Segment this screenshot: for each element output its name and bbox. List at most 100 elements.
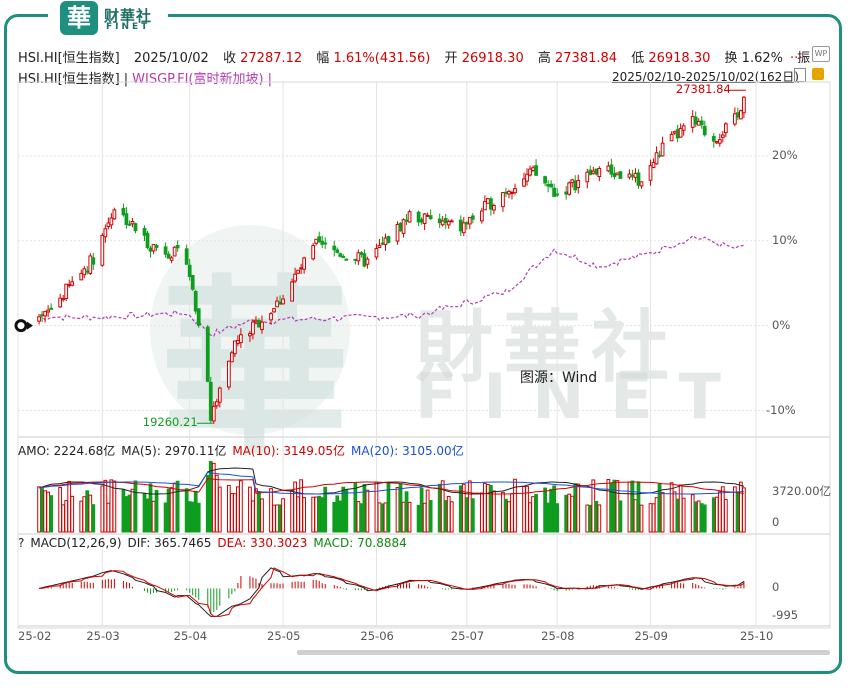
candle-body xyxy=(193,290,198,312)
volume-bar xyxy=(407,501,412,533)
candle-body xyxy=(522,178,526,187)
candle-body xyxy=(693,116,698,125)
candle-body xyxy=(633,172,638,178)
candle-body xyxy=(169,257,174,261)
candle-body xyxy=(100,234,105,266)
x-tick-label: 25-07 xyxy=(450,629,485,643)
volume-bar xyxy=(133,480,138,533)
volume-bar xyxy=(654,497,659,533)
candle-body xyxy=(362,253,367,267)
low-label: 低 xyxy=(631,51,645,66)
candle-body xyxy=(401,219,406,234)
close-label: 收 xyxy=(222,51,236,66)
volume-bar xyxy=(742,487,746,533)
legend-compare-series[interactable]: WISGP.FI(富时新加坡) xyxy=(132,72,264,87)
candle-body xyxy=(88,255,93,274)
candle-body xyxy=(383,237,388,246)
volume-bar xyxy=(576,483,581,533)
candle-body xyxy=(425,214,430,217)
volume-bar xyxy=(175,480,180,533)
legend-main-series[interactable]: HSI.HI[恒生指数] xyxy=(18,72,120,87)
candle-body xyxy=(714,141,719,144)
open-label: 开 xyxy=(444,51,458,66)
volume-bar xyxy=(40,488,44,533)
candle-body xyxy=(736,112,740,118)
volume-legend: AMO: 2224.68亿 MA(5): 2970.11亿 MA(10): 3149… xyxy=(18,442,474,459)
candle-body xyxy=(151,244,156,252)
candle-body xyxy=(507,190,511,195)
volume-bar xyxy=(205,474,210,533)
candle-body xyxy=(64,283,69,299)
wp-icon[interactable]: WP xyxy=(812,46,830,62)
watermark-big-char: 華 xyxy=(160,257,351,480)
volume-bar xyxy=(196,502,201,533)
volume-bar xyxy=(43,490,47,533)
candle-body xyxy=(148,247,153,252)
volume-bar xyxy=(172,482,177,533)
candle-body xyxy=(648,165,653,181)
volume-bar xyxy=(588,504,593,533)
candle-body xyxy=(681,125,686,131)
candle-body xyxy=(260,321,264,330)
candle-body xyxy=(365,258,370,265)
brand-seal-logo: 華 xyxy=(60,1,98,35)
candle-body xyxy=(585,171,590,183)
volume-bar xyxy=(61,504,66,533)
volume-ma-line xyxy=(38,467,745,495)
candle-body xyxy=(711,136,716,142)
candle-body xyxy=(130,220,135,225)
candle-body xyxy=(187,264,192,277)
candle-body xyxy=(513,188,517,194)
volume-bar xyxy=(669,482,674,533)
candle-body xyxy=(338,253,343,257)
volume-bar xyxy=(112,480,117,533)
candle-body xyxy=(296,269,300,274)
volume-bar xyxy=(290,490,294,533)
candle-body xyxy=(79,272,84,281)
volume-bar xyxy=(507,501,511,533)
volume-bar xyxy=(564,494,569,533)
candle-body xyxy=(609,164,614,175)
candle-body xyxy=(46,309,50,313)
candle-body xyxy=(482,201,487,211)
candle-body xyxy=(489,198,493,210)
close-value: 27287.12 xyxy=(240,51,303,66)
volume-bar xyxy=(323,486,328,533)
candle-body xyxy=(154,245,159,248)
volume-bar xyxy=(214,474,219,533)
volume-bar xyxy=(567,493,572,533)
candle-body xyxy=(205,326,210,382)
candle-body xyxy=(570,179,575,183)
macd-help-icon[interactable]: ? xyxy=(18,536,25,550)
date-range[interactable]: 2025/02/10-2025/10/02(162日) xyxy=(612,70,799,84)
volume-bar xyxy=(606,479,611,533)
macd-line xyxy=(39,567,745,617)
candle-body xyxy=(446,221,451,226)
volume-bar xyxy=(70,495,75,533)
more-button[interactable]: ... xyxy=(790,47,803,62)
volume-bar xyxy=(422,502,427,533)
macd-name: MACD(12,26,9) xyxy=(30,536,122,550)
ticker-code: HSI.HI[恒生指数] xyxy=(18,51,120,66)
volume-bar xyxy=(145,498,150,533)
candle-body xyxy=(299,267,304,270)
legend-separator: | xyxy=(123,72,129,87)
volume-bar xyxy=(570,495,575,533)
volume-bar xyxy=(651,503,656,533)
candle-body xyxy=(109,217,114,226)
lock-icon[interactable] xyxy=(812,68,824,80)
volume-bar xyxy=(142,493,147,533)
volume-bar xyxy=(398,483,403,533)
candle-body xyxy=(359,252,364,255)
watermark-seal-circle xyxy=(150,225,350,435)
watermark-cn: 財華社 xyxy=(415,303,680,393)
candle-body xyxy=(251,321,255,335)
compare-series-line xyxy=(39,235,745,337)
volume-bar xyxy=(281,498,285,533)
candle-body xyxy=(654,152,659,165)
candle-body xyxy=(142,228,147,236)
x-tick-label: 25-05 xyxy=(267,629,301,643)
candle-body xyxy=(657,154,662,157)
candle-body xyxy=(229,352,234,363)
candle-body xyxy=(82,268,87,276)
